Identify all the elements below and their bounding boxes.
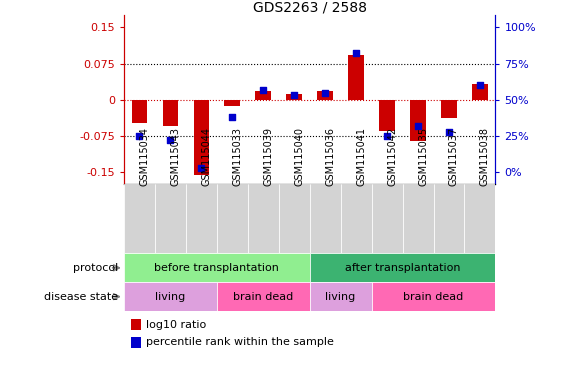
Bar: [341, 184, 372, 253]
Bar: [310, 282, 372, 311]
Title: GDS2263 / 2588: GDS2263 / 2588: [253, 0, 367, 14]
Point: [475, 82, 484, 88]
Bar: [279, 184, 310, 253]
Text: GSM115044: GSM115044: [202, 127, 211, 186]
Bar: [124, 282, 217, 311]
Bar: [287, 94, 302, 100]
Bar: [131, 337, 141, 348]
Text: before transplantation: before transplantation: [154, 263, 279, 273]
Bar: [434, 184, 464, 253]
Text: log10 ratio: log10 ratio: [146, 320, 207, 330]
Bar: [186, 184, 217, 253]
Bar: [124, 253, 310, 282]
Point: [197, 165, 206, 171]
Bar: [441, 100, 457, 118]
Text: GSM115042: GSM115042: [387, 127, 397, 186]
Bar: [310, 184, 341, 253]
Bar: [372, 282, 495, 311]
Text: brain dead: brain dead: [403, 291, 464, 302]
Bar: [403, 184, 434, 253]
Text: GSM115035: GSM115035: [418, 127, 428, 186]
Text: GSM115034: GSM115034: [140, 127, 149, 186]
Point: [290, 93, 299, 99]
Text: living: living: [155, 291, 185, 302]
Point: [166, 137, 175, 144]
Point: [383, 133, 392, 139]
Bar: [472, 84, 488, 100]
Bar: [372, 184, 403, 253]
Text: GSM115038: GSM115038: [480, 127, 490, 186]
Bar: [217, 184, 248, 253]
Text: GSM115041: GSM115041: [356, 127, 366, 186]
Text: GSM115040: GSM115040: [294, 127, 304, 186]
Point: [320, 89, 329, 96]
Bar: [248, 184, 279, 253]
Text: GSM115036: GSM115036: [325, 127, 335, 186]
Bar: [155, 184, 186, 253]
Point: [445, 129, 454, 135]
Text: GSM115033: GSM115033: [232, 127, 242, 186]
Text: brain dead: brain dead: [233, 291, 293, 302]
Bar: [410, 100, 426, 141]
Bar: [310, 253, 495, 282]
Text: disease state: disease state: [44, 291, 118, 302]
Bar: [132, 100, 147, 123]
Bar: [225, 100, 240, 106]
Bar: [163, 100, 178, 126]
Bar: [217, 282, 310, 311]
Bar: [256, 91, 271, 100]
Bar: [464, 184, 495, 253]
Text: GSM115039: GSM115039: [263, 127, 273, 186]
Text: percentile rank within the sample: percentile rank within the sample: [146, 337, 334, 347]
Bar: [318, 91, 333, 100]
Point: [227, 114, 236, 120]
Bar: [379, 100, 395, 131]
Text: GSM115043: GSM115043: [171, 127, 180, 186]
Bar: [131, 319, 141, 330]
Bar: [348, 55, 364, 100]
Text: GSM115037: GSM115037: [449, 127, 459, 186]
Point: [351, 50, 360, 56]
Bar: [194, 100, 209, 175]
Text: protocol: protocol: [73, 263, 118, 273]
Text: living: living: [325, 291, 356, 302]
Bar: [124, 184, 155, 253]
Text: after transplantation: after transplantation: [345, 263, 461, 273]
Point: [135, 133, 144, 139]
Point: [413, 123, 422, 129]
Point: [258, 87, 268, 93]
